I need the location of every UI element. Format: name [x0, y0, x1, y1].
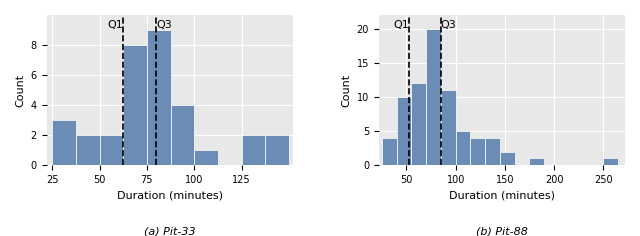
Bar: [52, 120, 76, 165]
Bar: [397, 97, 412, 165]
Bar: [485, 138, 500, 165]
Title: (b) Pit-88: (b) Pit-88: [476, 227, 528, 236]
Bar: [124, 45, 147, 165]
Bar: [441, 90, 456, 165]
Bar: [76, 135, 100, 165]
X-axis label: Duration (minutes): Duration (minutes): [116, 190, 223, 200]
X-axis label: Duration (minutes): Duration (minutes): [449, 190, 555, 200]
Bar: [170, 105, 194, 165]
Bar: [604, 158, 618, 165]
Y-axis label: Count: Count: [15, 74, 25, 107]
Bar: [382, 138, 397, 165]
Bar: [265, 135, 289, 165]
Bar: [529, 158, 544, 165]
Title: (a) Pit-33: (a) Pit-33: [144, 227, 195, 236]
Bar: [147, 30, 170, 165]
Bar: [412, 83, 426, 165]
Text: Q3: Q3: [156, 20, 172, 30]
Text: Q1: Q1: [394, 20, 410, 30]
Y-axis label: Count: Count: [341, 74, 351, 107]
Text: Q1: Q1: [108, 20, 124, 30]
Text: Q3: Q3: [441, 20, 456, 30]
Bar: [241, 135, 265, 165]
Bar: [500, 152, 515, 165]
Bar: [456, 131, 470, 165]
Bar: [100, 135, 124, 165]
Bar: [426, 29, 441, 165]
Bar: [194, 150, 218, 165]
Bar: [470, 138, 485, 165]
